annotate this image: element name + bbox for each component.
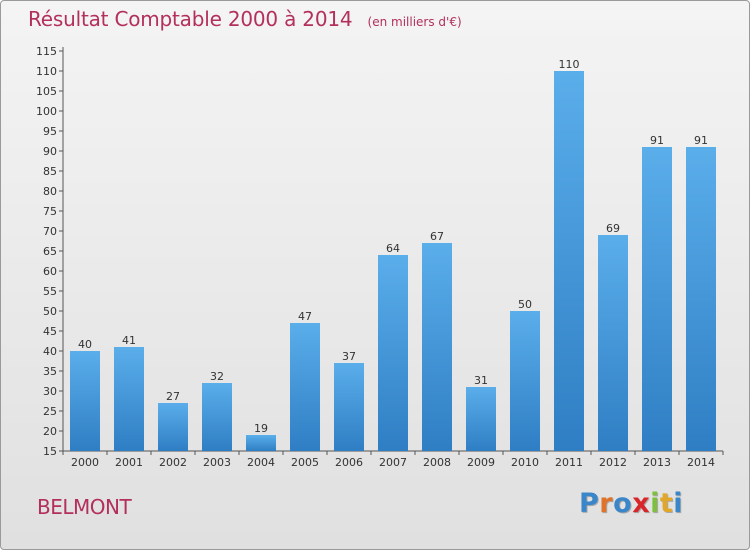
x-tick-label: 2005: [291, 456, 319, 469]
y-tick-label: 90: [43, 145, 57, 158]
y-axis: 15 20 25 30 35 40 45 50 55 60 65 70 75 80 85 90 95 100 105…: [36, 45, 64, 458]
logo-letter: i: [673, 488, 684, 519]
logo-letter: t: [659, 488, 674, 519]
logo-letter: P: [579, 488, 600, 519]
bar: [642, 147, 672, 451]
bar: [290, 323, 320, 451]
bar: [554, 71, 584, 451]
y-tick-label: 110: [36, 65, 57, 78]
x-tick-label: 2008: [423, 456, 451, 469]
x-tick-label: 2000: [71, 456, 99, 469]
logo-letter: x: [632, 488, 651, 519]
bars-group: [70, 71, 716, 451]
y-tick-label: 50: [43, 305, 57, 318]
x-tick-label: 2001: [115, 456, 143, 469]
bar: [422, 243, 452, 451]
y-tick-label: 105: [36, 85, 57, 98]
y-tick-label: 25: [43, 405, 57, 418]
y-tick-label: 35: [43, 365, 57, 378]
y-tick-label: 65: [43, 245, 57, 258]
commune-name: BELMONT: [37, 495, 132, 519]
y-tick-label: 40: [43, 345, 57, 358]
logo-letter: o: [613, 488, 633, 519]
x-tick-label: 2013: [643, 456, 671, 469]
data-label: 47: [298, 310, 312, 323]
data-label: 32: [210, 370, 224, 383]
logo-letter: r: [599, 488, 614, 519]
data-label: 37: [342, 350, 356, 363]
y-tick-label: 70: [43, 225, 57, 238]
x-tick-label: 2004: [247, 456, 275, 469]
x-tick-label: 2006: [335, 456, 363, 469]
x-tick-label: 2003: [203, 456, 231, 469]
y-tick-label: 85: [43, 165, 57, 178]
title-row: Résultat Comptable 2000 à 2014 (en milli…: [28, 7, 462, 31]
bar: [158, 403, 188, 451]
x-tick-label: 2007: [379, 456, 407, 469]
x-tick-label: 2011: [555, 456, 583, 469]
logo-letter: i: [650, 488, 660, 519]
y-tick-label: 15: [43, 445, 57, 458]
y-tick-label: 100: [36, 105, 57, 118]
y-tick-label: 45: [43, 325, 57, 338]
chart-title: Résultat Comptable 2000 à 2014: [28, 7, 353, 31]
x-axis: 2000 2001 2002 2003 2004 2005 2006 2007 2008 2009…: [62, 450, 724, 469]
x-tick-label: 2010: [511, 456, 539, 469]
data-label: 64: [386, 242, 400, 255]
y-tick-label: 80: [43, 185, 57, 198]
bar: [510, 311, 540, 451]
bar: [598, 235, 628, 451]
bar: [114, 347, 144, 451]
bar: [378, 255, 408, 451]
data-label: 27: [166, 390, 180, 403]
y-tick-label: 55: [43, 285, 57, 298]
data-label: 19: [254, 422, 268, 435]
bar: [246, 435, 276, 451]
bar: [686, 147, 716, 451]
bar: [70, 351, 100, 451]
x-tick-label: 2012: [599, 456, 627, 469]
bar: [334, 363, 364, 451]
data-label: 40: [78, 338, 92, 351]
y-tick-label: 115: [36, 45, 57, 58]
bar: [466, 387, 496, 451]
data-labels-group: 40 41 27 32 19 47 37 64 67 31 50 110 69 91 91: [78, 58, 708, 435]
x-tick-label: 2014: [687, 456, 715, 469]
x-tick-label: 2002: [159, 456, 187, 469]
data-label: 50: [518, 298, 532, 311]
y-tick-label: 75: [43, 205, 57, 218]
y-tick-label: 30: [43, 385, 57, 398]
chart-subtitle: (en milliers d'€): [367, 15, 462, 29]
proxiti-logo: Proxiti: [579, 488, 683, 519]
data-label: 67: [430, 230, 444, 243]
y-tick-label: 60: [43, 265, 57, 278]
x-tick-label: 2009: [467, 456, 495, 469]
bar: [202, 383, 232, 451]
data-label: 91: [650, 134, 664, 147]
data-label: 41: [122, 334, 136, 347]
y-tick-label: 20: [43, 425, 57, 438]
data-label: 91: [694, 134, 708, 147]
data-label: 110: [559, 58, 580, 71]
data-label: 31: [474, 374, 488, 387]
y-tick-label: 95: [43, 125, 57, 138]
data-label: 69: [606, 222, 620, 235]
